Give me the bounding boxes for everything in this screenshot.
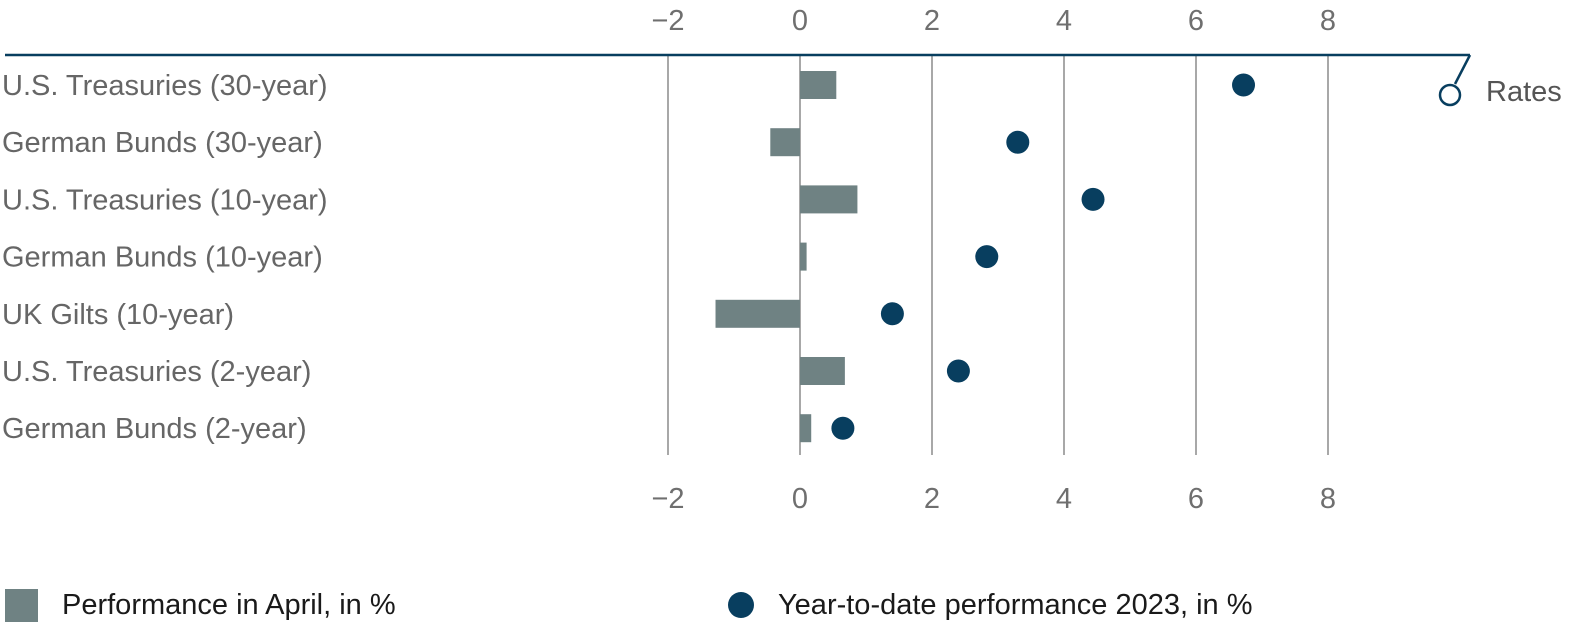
april-bar xyxy=(800,414,812,443)
legend-item-april: Performance in April, in % xyxy=(5,585,396,625)
ytd-dot xyxy=(1232,73,1256,97)
legend-label-ytd: Year-to-date performance 2023, in % xyxy=(778,588,1253,621)
legend-swatch-bar xyxy=(5,588,38,622)
category-labels: U.S. Treasuries (30-year) German Bunds (3… xyxy=(2,70,328,445)
category-label: UK Gilts (10-year) xyxy=(2,299,234,331)
x-tick-label: 8 xyxy=(1320,5,1336,37)
legend-item-ytd: Year-to-date performance 2023, in % xyxy=(728,585,1253,625)
gridlines xyxy=(667,55,1329,455)
ytd-dots xyxy=(831,73,1256,440)
ytd-dot xyxy=(1006,130,1030,154)
x-tick-label: 0 xyxy=(792,5,808,37)
ytd-dot xyxy=(1081,187,1105,211)
april-bar xyxy=(770,128,800,157)
tag-label: Rates xyxy=(1486,76,1562,108)
top-axis: Rates xyxy=(5,53,1562,108)
x-tick-label: 6 xyxy=(1188,5,1204,37)
x-tick-labels-bottom: −2 0 2 4 6 8 xyxy=(651,483,1336,515)
x-tick-label: −2 xyxy=(651,5,684,37)
category-label: U.S. Treasuries (2-year) xyxy=(2,356,311,388)
x-tick-label: 0 xyxy=(792,483,808,515)
category-label: German Bunds (2-year) xyxy=(2,413,307,445)
x-tick-label: 4 xyxy=(1056,483,1072,515)
april-bar xyxy=(800,71,837,99)
tag-connector xyxy=(1453,54,1472,85)
legend-swatch-dot xyxy=(728,592,754,618)
x-tick-label: 4 xyxy=(1056,5,1072,37)
category-label: German Bunds (30-year) xyxy=(2,127,323,159)
x-tick-label: 2 xyxy=(924,483,940,515)
x-tick-label: 8 xyxy=(1320,483,1336,515)
ytd-dot xyxy=(975,245,999,269)
tag-circle-icon xyxy=(1438,83,1462,107)
x-tick-label: 2 xyxy=(924,5,940,37)
april-bars xyxy=(715,71,858,443)
april-bar xyxy=(715,299,800,328)
april-bar xyxy=(800,357,845,385)
category-label: German Bunds (10-year) xyxy=(2,242,323,274)
legend-label-april: Performance in April, in % xyxy=(62,588,396,621)
april-bar xyxy=(800,185,858,214)
ytd-dot xyxy=(831,416,855,440)
april-bar xyxy=(800,242,807,271)
category-label: U.S. Treasuries (10-year) xyxy=(2,184,328,216)
category-label: U.S. Treasuries (30-year) xyxy=(2,70,328,102)
ytd-dot xyxy=(880,302,904,326)
x-tick-label: −2 xyxy=(651,483,684,515)
x-tick-labels-top: −2 0 2 4 6 8 xyxy=(651,5,1336,37)
x-tick-label: 6 xyxy=(1188,483,1204,515)
ytd-dot xyxy=(946,359,970,383)
